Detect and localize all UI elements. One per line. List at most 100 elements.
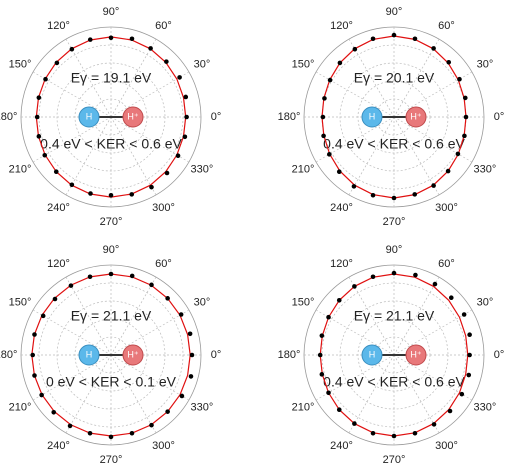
theta-tick-label: 120° xyxy=(47,258,70,270)
data-point xyxy=(179,393,185,399)
data-point xyxy=(467,332,472,338)
theta-tick-label: 0° xyxy=(494,349,505,361)
grid-spoke xyxy=(32,116,112,163)
ker-label: 0.4 eV < KER < 0.6 eV xyxy=(323,136,465,152)
data-point xyxy=(412,192,418,197)
data-point xyxy=(391,195,397,201)
atom-h xyxy=(361,106,383,128)
theta-tick-label: 0° xyxy=(494,111,505,123)
grid-spoke xyxy=(315,354,395,401)
data-point xyxy=(88,191,93,196)
data-point xyxy=(461,312,467,317)
theta-tick-label: 240° xyxy=(330,202,353,214)
data-point xyxy=(455,151,461,157)
data-point xyxy=(352,284,357,289)
data-point xyxy=(447,408,453,414)
atom-label: H⁺ xyxy=(410,349,421,359)
data-point xyxy=(321,133,326,139)
data-point xyxy=(165,409,170,414)
grid-spoke xyxy=(393,38,440,118)
grid-spoke xyxy=(348,116,395,196)
data-point xyxy=(43,76,48,82)
atom-label: H xyxy=(369,349,376,359)
theta-tick-label: 90° xyxy=(386,244,403,256)
data-point xyxy=(466,372,472,378)
atom-hplus xyxy=(122,106,144,128)
grid-spoke xyxy=(32,71,112,118)
grid-spoke xyxy=(315,309,395,356)
theta-tick-label: 90° xyxy=(103,244,120,256)
grid-spoke xyxy=(110,116,190,163)
data-point xyxy=(189,352,195,358)
data-point xyxy=(30,352,35,358)
grid-spoke xyxy=(32,354,112,401)
data-point xyxy=(326,390,331,396)
atom-label: H xyxy=(86,349,93,359)
data-point xyxy=(370,36,376,42)
data-point xyxy=(129,36,135,42)
grid-spoke xyxy=(393,276,440,356)
data-point xyxy=(32,332,37,337)
data-point xyxy=(108,271,114,277)
atom-label: H xyxy=(86,111,93,121)
atom-label: H xyxy=(369,111,376,121)
data-point xyxy=(184,114,189,120)
grid-spoke xyxy=(348,354,395,434)
grid-spoke xyxy=(393,354,440,434)
theta-tick-label: 330° xyxy=(474,163,497,175)
grid-spoke xyxy=(65,116,112,196)
atom-h xyxy=(78,106,100,128)
grid-spoke xyxy=(110,309,190,356)
data-point xyxy=(188,374,194,379)
theta-tick-label: 90° xyxy=(386,6,403,18)
theta-tick-label: 330° xyxy=(474,401,497,413)
data-point xyxy=(431,183,436,188)
data-point xyxy=(164,59,169,64)
energy-label: Eγ = 21.1 eV xyxy=(71,308,152,324)
grid-spoke xyxy=(110,71,190,118)
theta-tick-label: 270° xyxy=(100,454,123,466)
theta-tick-label: 240° xyxy=(47,440,70,452)
theta-tick-label: 90° xyxy=(103,6,120,18)
data-point xyxy=(391,32,397,38)
data-point xyxy=(351,184,357,189)
grid-spoke xyxy=(110,116,157,196)
data-point xyxy=(370,274,376,280)
data-point xyxy=(320,114,326,120)
data-point xyxy=(148,46,153,51)
data-point xyxy=(69,46,75,52)
data-point xyxy=(87,274,93,280)
data-point xyxy=(183,94,189,100)
theta-tick-label: 120° xyxy=(47,20,70,32)
theta-tick-label: 270° xyxy=(383,454,406,466)
theta-tick-label: 180° xyxy=(0,111,17,123)
theta-tick-label: 150° xyxy=(9,296,32,308)
theta-tick-label: 150° xyxy=(292,296,315,308)
data-point xyxy=(34,114,40,120)
ker-label: 0.4 eV < KER < 0.6 eV xyxy=(40,136,182,152)
energy-label: Eγ = 21.1 eV xyxy=(354,308,435,324)
atom-hplus xyxy=(405,344,427,366)
data-point xyxy=(149,422,154,428)
data-point xyxy=(39,392,44,398)
data-point xyxy=(459,391,465,397)
data-point xyxy=(327,152,332,157)
grid-spoke xyxy=(315,71,395,118)
data-point xyxy=(36,95,42,100)
data-point xyxy=(352,46,358,52)
grid-spoke xyxy=(110,38,157,118)
atom-h xyxy=(361,344,383,366)
data-point xyxy=(319,372,325,377)
data-point xyxy=(87,430,93,436)
grid-spoke xyxy=(65,276,112,356)
data-point xyxy=(165,296,170,301)
theta-tick-label: 150° xyxy=(292,58,315,70)
data-point xyxy=(463,114,469,120)
data-point xyxy=(391,433,397,439)
theta-tick-label: 180° xyxy=(0,349,17,361)
data-point xyxy=(69,182,75,188)
data-point xyxy=(182,134,188,140)
data-point xyxy=(413,272,418,278)
data-point xyxy=(336,169,342,175)
